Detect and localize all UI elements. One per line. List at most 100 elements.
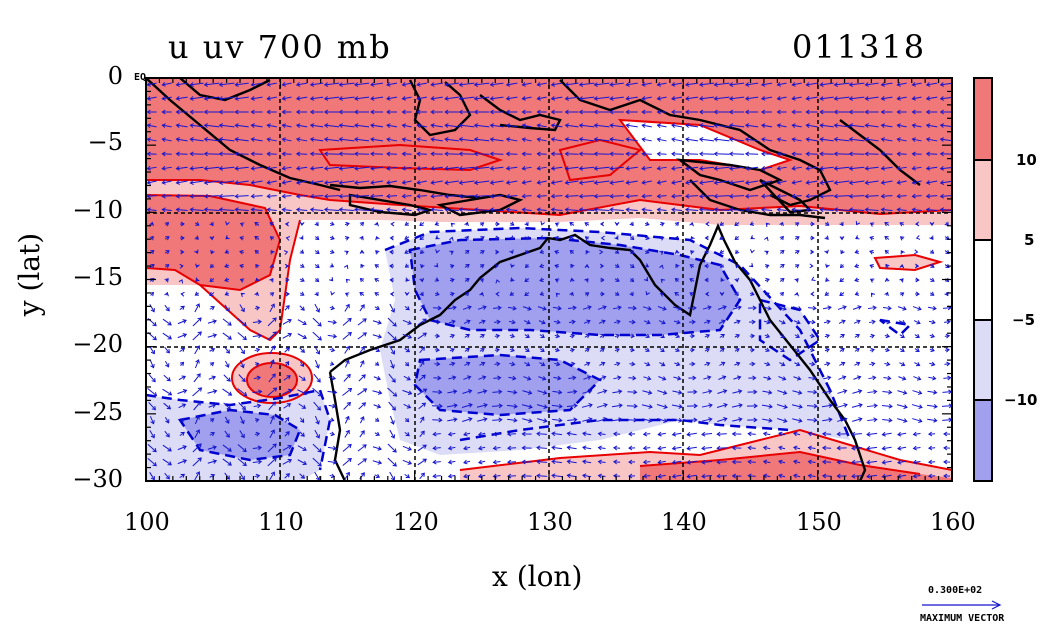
- wind-vector: [643, 320, 651, 324]
- wind-vector-head: [780, 263, 785, 269]
- wind-vector: [865, 82, 879, 86]
- wind-vector-head: [765, 361, 771, 367]
- wind-vector: [778, 320, 786, 324]
- wind-vector: [359, 346, 365, 354]
- wind-vector: [342, 458, 352, 466]
- wind-vector-head: [753, 417, 758, 423]
- wind-vector: [474, 124, 490, 128]
- wind-vector-head: [344, 292, 350, 297]
- wind-vector: [431, 208, 443, 212]
- wind-vector-head: [616, 319, 621, 325]
- wind-vector: [642, 180, 652, 184]
- wind-vector: [357, 444, 367, 452]
- wind-vector-head: [489, 165, 495, 171]
- wind-vector: [282, 208, 292, 212]
- wind-vector: [149, 472, 155, 480]
- shade-strong-south: [640, 452, 952, 481]
- wind-vector-head: [911, 109, 916, 115]
- wind-vector-head: [407, 460, 413, 465]
- colorbar-label-neg10: −10: [1004, 391, 1038, 409]
- wind-vector: [867, 418, 877, 422]
- wind-vector: [310, 96, 324, 100]
- wind-vector-head: [362, 458, 367, 463]
- wind-vector-head: [224, 291, 230, 296]
- wind-vector: [419, 304, 425, 312]
- wind-vector-head: [420, 416, 425, 421]
- wind-vector-head: [550, 96, 556, 101]
- wind-vector-head: [900, 333, 905, 338]
- wind-vector-head: [151, 406, 156, 411]
- wind-vector: [928, 376, 936, 380]
- wind-vector-head: [880, 151, 885, 157]
- wind-vector-head: [406, 404, 412, 409]
- wind-vector-head: [897, 459, 902, 465]
- wind-vector-head: [630, 249, 635, 254]
- wind-vector-head: [744, 123, 750, 128]
- wind-vector-head: [465, 348, 470, 353]
- wind-vector-head: [864, 166, 869, 171]
- wind-vector: [491, 405, 503, 407]
- wind-vector: [239, 360, 245, 368]
- wind-vector-head: [587, 389, 593, 394]
- wind-vector: [897, 166, 907, 170]
- wind-vector-head: [735, 333, 740, 339]
- wind-vector: [685, 96, 699, 100]
- wind-vector: [402, 333, 412, 339]
- wind-vector-head: [839, 277, 844, 283]
- wind-vector-head: [489, 180, 495, 185]
- wind-vector: [926, 180, 938, 184]
- wind-vector-head: [856, 375, 862, 380]
- wind-vector: [834, 138, 850, 142]
- wind-vector-head: [401, 95, 407, 101]
- wind-vector: [777, 82, 787, 86]
- wind-vector: [808, 377, 816, 379]
- wind-vector-head: [257, 333, 263, 339]
- wind-vector-head: [338, 207, 343, 213]
- wind-vector: [339, 166, 355, 170]
- wind-vector: [777, 208, 787, 212]
- wind-vector: [448, 474, 456, 478]
- wind-vector: [792, 180, 802, 184]
- wind-vector-head: [323, 180, 329, 186]
- wind-vector: [881, 166, 893, 170]
- wind-vector-head: [420, 472, 425, 477]
- wind-vector-head: [505, 165, 511, 171]
- wind-vector-head: [699, 123, 704, 128]
- wind-vector: [207, 320, 217, 324]
- wind-vector-head: [881, 431, 886, 437]
- wind-vector-head: [911, 193, 916, 199]
- wind-vector: [943, 377, 951, 379]
- wind-vector: [729, 195, 745, 197]
- wind-vector-head: [269, 278, 274, 283]
- wind-vector: [807, 391, 817, 393]
- max-vector-label: MAXIMUM VECTOR: [920, 613, 1005, 624]
- wind-vector-head: [625, 180, 630, 185]
- wind-vector-head: [749, 263, 754, 268]
- wind-vector-head: [744, 180, 750, 185]
- wind-vector: [176, 138, 188, 142]
- wind-vector: [883, 320, 891, 324]
- wind-vector: [267, 82, 277, 86]
- wind-vector: [162, 458, 172, 466]
- wind-vector: [823, 376, 831, 380]
- wind-vector-head: [404, 221, 409, 226]
- wind-vector: [237, 458, 247, 466]
- wind-vector-head: [618, 389, 623, 395]
- wind-vector: [565, 82, 579, 86]
- wind-vector-head: [657, 473, 662, 479]
- wind-vector-head: [419, 277, 425, 283]
- wind-vector: [267, 138, 277, 142]
- wind-vector: [537, 124, 547, 128]
- wind-vector-head: [915, 235, 921, 240]
- wind-vector-head: [691, 319, 696, 325]
- wind-vector: [490, 180, 504, 184]
- wind-vector: [490, 138, 504, 142]
- wind-vector-head: [761, 123, 766, 128]
- wind-vector: [224, 304, 230, 312]
- wind-vector-head: [593, 82, 598, 87]
- wind-vector: [296, 82, 308, 86]
- wind-vector-head: [377, 390, 383, 395]
- wind-vector-head: [609, 180, 614, 185]
- wind-vector: [913, 432, 921, 436]
- wind-vector-head: [266, 151, 271, 157]
